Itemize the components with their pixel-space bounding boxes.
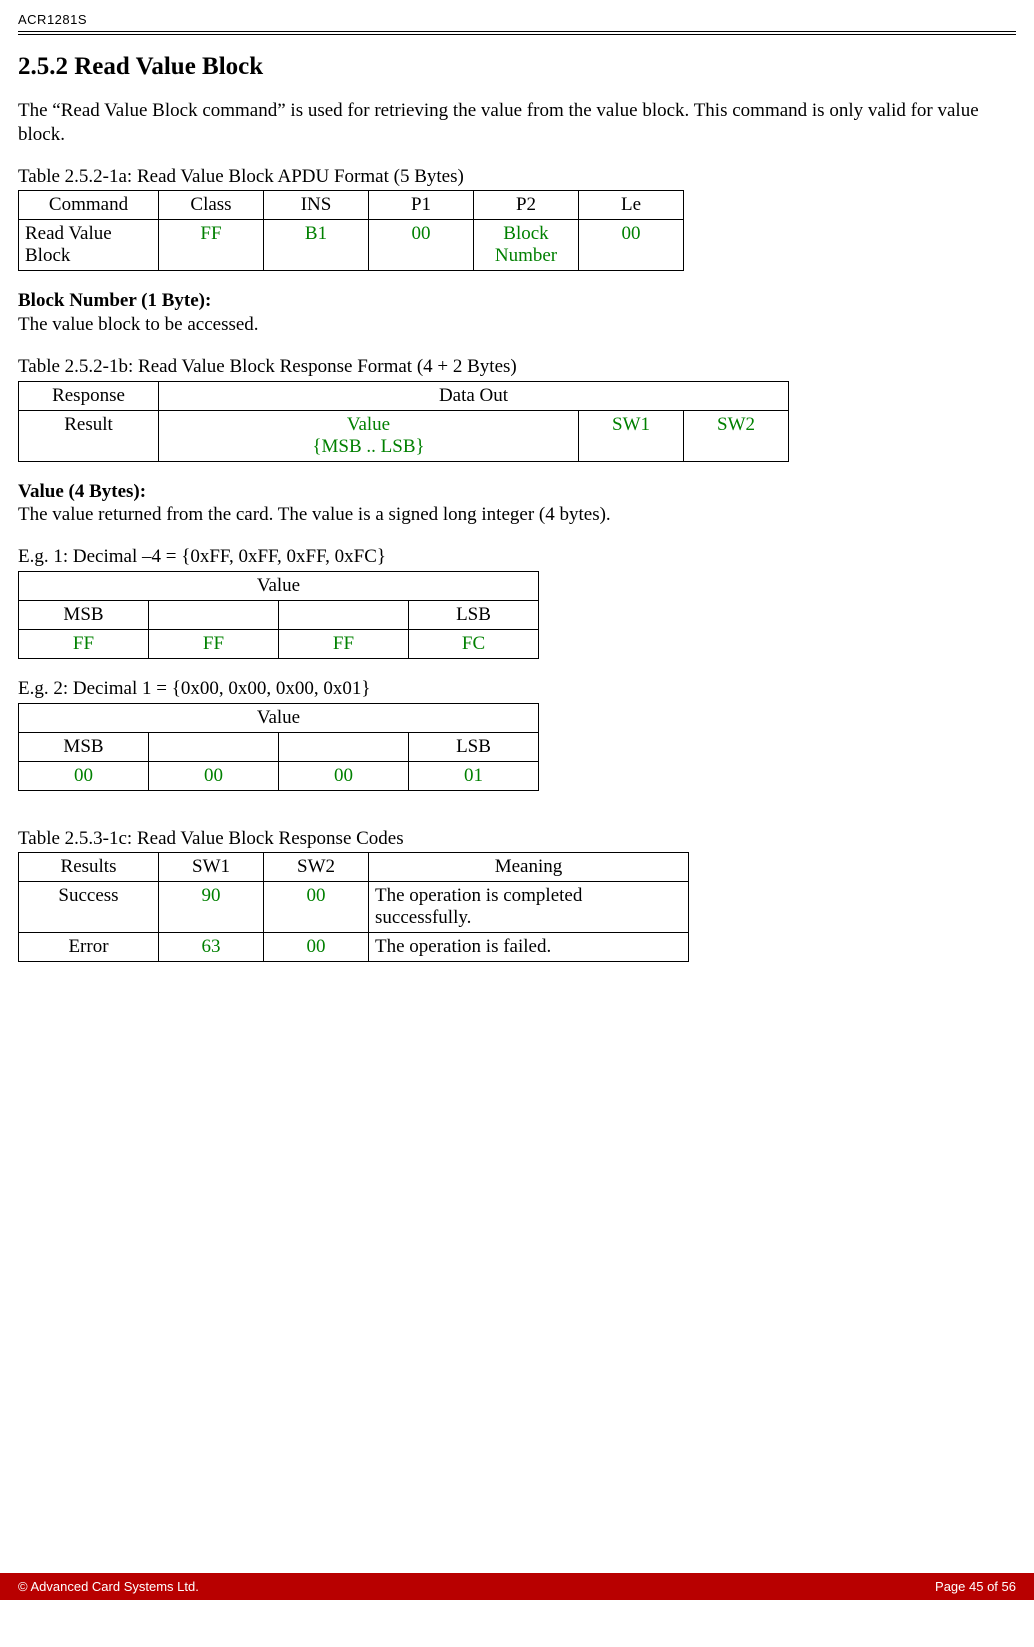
example2-l3: LSB xyxy=(409,732,539,761)
example1-v0: FF xyxy=(19,629,149,658)
table1c-r0-sw1: 90 xyxy=(159,882,264,933)
section-heading: Read Value Block xyxy=(74,53,263,80)
example1-l1 xyxy=(149,600,279,629)
example1-l3: LSB xyxy=(409,600,539,629)
table1a-h0: Command xyxy=(19,191,159,220)
table1b-value: Value xyxy=(347,414,390,435)
table-row: Results SW1 SW2 Meaning xyxy=(19,853,689,882)
table1c-r0-sw2: 00 xyxy=(264,882,369,933)
table1c-h0: Results xyxy=(19,853,159,882)
table1c-r0-meaning: The operation is completed successfully. xyxy=(369,882,689,933)
value-desc: The value returned from the card. The va… xyxy=(18,504,611,525)
table1b-h-dataout: Data Out xyxy=(159,381,789,410)
table1a-v3: Block Number xyxy=(474,220,579,271)
table-row: Error 63 00 The operation is failed. xyxy=(19,933,689,962)
table1a-rowlabel: Read Value Block xyxy=(19,220,159,271)
table-row: Response Data Out xyxy=(19,381,789,410)
block-number-heading: Block Number (1 Byte): xyxy=(18,290,211,311)
section-title: 2.5.2 Read Value Block xyxy=(18,53,1016,81)
table-row: Value xyxy=(19,571,539,600)
table-row: Value xyxy=(19,703,539,732)
spacer xyxy=(18,980,1016,1280)
example2-v1: 00 xyxy=(149,761,279,790)
page-footer: © Advanced Card Systems Ltd. Page 45 of … xyxy=(0,1573,1034,1600)
table1a-v2: 00 xyxy=(369,220,474,271)
table1b-result: Result xyxy=(19,410,159,461)
example1-header: Value xyxy=(19,571,539,600)
table1b-value-sub: {MSB .. LSB} xyxy=(312,436,424,457)
table1a-caption: Table 2.5.2-1a: Read Value Block APDU Fo… xyxy=(18,165,1016,189)
table1c-h1: SW1 xyxy=(159,853,264,882)
value-heading: Value (4 Bytes): xyxy=(18,481,146,502)
section-number: 2.5.2 xyxy=(18,53,68,80)
table1a-v0: FF xyxy=(159,220,264,271)
example1-l2 xyxy=(279,600,409,629)
example2-table: Value MSB LSB 00 00 00 01 xyxy=(18,703,539,791)
table-row: Success 90 00 The operation is completed… xyxy=(19,882,689,933)
example1-v3: FC xyxy=(409,629,539,658)
table-row: MSB LSB xyxy=(19,600,539,629)
table-row: Result Value {MSB .. LSB} SW1 SW2 xyxy=(19,410,789,461)
table-row: Command Class INS P1 P2 Le xyxy=(19,191,684,220)
block-number-para: Block Number (1 Byte): The value block t… xyxy=(18,289,1016,337)
table1b-sw2: SW2 xyxy=(684,410,789,461)
example2-v3: 01 xyxy=(409,761,539,790)
table1b-h-response: Response xyxy=(19,381,159,410)
example2-v0: 00 xyxy=(19,761,149,790)
example2-header: Value xyxy=(19,703,539,732)
table1c-caption: Table 2.5.3-1c: Read Value Block Respons… xyxy=(18,827,1016,851)
table1a-v1: B1 xyxy=(264,220,369,271)
table1c-r1-meaning: The operation is failed. xyxy=(369,933,689,962)
example2-caption: E.g. 2: Decimal 1 = {0x00, 0x00, 0x00, 0… xyxy=(18,677,1016,701)
table1c-h2: SW2 xyxy=(264,853,369,882)
example1-caption: E.g. 1: Decimal –4 = {0xFF, 0xFF, 0xFF, … xyxy=(18,545,1016,569)
header-rule-1 xyxy=(18,31,1016,32)
table1b: Response Data Out Result Value {MSB .. L… xyxy=(18,381,789,462)
value-desc-para: Value (4 Bytes): The value returned from… xyxy=(18,480,1016,528)
table1a-h4: P2 xyxy=(474,191,579,220)
example2-l1 xyxy=(149,732,279,761)
table1b-caption: Table 2.5.2-1b: Read Value Block Respons… xyxy=(18,355,1016,379)
table-row: MSB LSB xyxy=(19,732,539,761)
table1a-h2: INS xyxy=(264,191,369,220)
section-intro: The “Read Value Block command” is used f… xyxy=(18,99,1016,147)
table1a-h5: Le xyxy=(579,191,684,220)
example2-l0: MSB xyxy=(19,732,149,761)
page: ACR1281S 2.5.2 Read Value Block The “Rea… xyxy=(0,0,1034,1600)
table1c-r1-sw2: 00 xyxy=(264,933,369,962)
table1c-r0-result: Success xyxy=(19,882,159,933)
example1-table: Value MSB LSB FF FF FF FC xyxy=(18,571,539,659)
table1a: Command Class INS P1 P2 Le Read Value Bl… xyxy=(18,190,684,271)
table1a-h1: Class xyxy=(159,191,264,220)
table1a-v4: 00 xyxy=(579,220,684,271)
table-row: FF FF FF FC xyxy=(19,629,539,658)
header-rule-2 xyxy=(18,34,1016,35)
table-row: Read Value Block FF B1 00 Block Number 0… xyxy=(19,220,684,271)
example1-v2: FF xyxy=(279,629,409,658)
table1c-r1-result: Error xyxy=(19,933,159,962)
footer-right: Page 45 of 56 xyxy=(935,1579,1016,1594)
table1c: Results SW1 SW2 Meaning Success 90 00 Th… xyxy=(18,852,689,962)
table1c-h3: Meaning xyxy=(369,853,689,882)
table1c-r1-sw1: 63 xyxy=(159,933,264,962)
table1b-sw1: SW1 xyxy=(579,410,684,461)
document-code: ACR1281S xyxy=(18,12,1016,27)
footer-left: © Advanced Card Systems Ltd. xyxy=(18,1579,199,1594)
table1b-value-cell: Value {MSB .. LSB} xyxy=(159,410,579,461)
table-row: 00 00 00 01 xyxy=(19,761,539,790)
block-number-desc: The value block to be accessed. xyxy=(18,314,259,335)
example2-l2 xyxy=(279,732,409,761)
table1a-h3: P1 xyxy=(369,191,474,220)
example1-v1: FF xyxy=(149,629,279,658)
example2-v2: 00 xyxy=(279,761,409,790)
example1-l0: MSB xyxy=(19,600,149,629)
